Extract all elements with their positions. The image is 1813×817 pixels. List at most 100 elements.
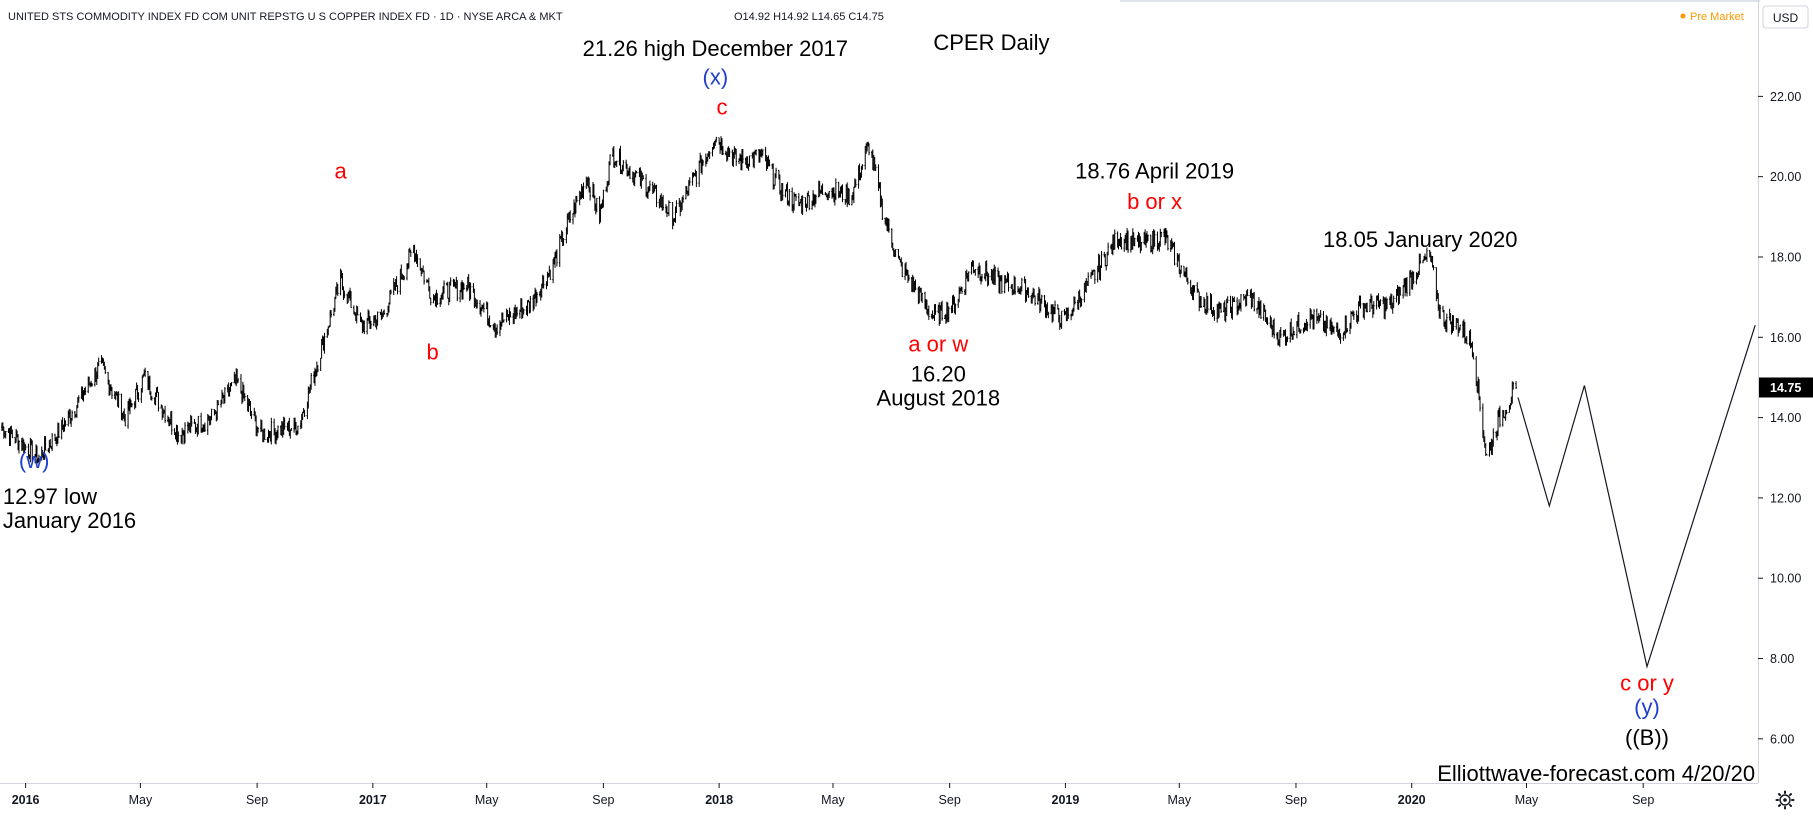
ohlc-bar bbox=[1412, 271, 1415, 285]
ohlc-bar bbox=[197, 415, 200, 435]
ohlc-bar bbox=[350, 291, 352, 309]
time-scale[interactable]: 2016 May Sep 2017 May Sep 2018 May Sep 2019 May Sep… bbox=[12, 783, 1655, 807]
settings-gear-icon[interactable] bbox=[1775, 790, 1795, 810]
ohlc-bar bbox=[801, 195, 804, 215]
wave-annotation: a or w bbox=[908, 331, 968, 356]
ohlc-bar bbox=[336, 283, 339, 296]
price-scale[interactable]: 6.00 8.00 10.00 12.00 14.00 16.00 18.00 20.00 22… bbox=[1758, 90, 1801, 746]
ohlc-bar bbox=[994, 266, 997, 285]
projection-path bbox=[1517, 325, 1756, 669]
ohlc-bar bbox=[157, 391, 160, 412]
ohlc-bar bbox=[243, 393, 246, 402]
ohlc-bar bbox=[283, 417, 286, 430]
ohlc-bar bbox=[84, 386, 87, 395]
ohlc-bar bbox=[1206, 296, 1209, 313]
ohlc-bar bbox=[1326, 316, 1329, 329]
last-price-marker: 14.75 bbox=[1759, 377, 1813, 398]
ohlc-bar bbox=[1359, 295, 1362, 309]
ohlc-bar bbox=[781, 183, 784, 201]
ohlc-bar bbox=[981, 273, 983, 282]
ohlc-bar bbox=[403, 275, 406, 281]
ohlc-bar bbox=[1432, 265, 1435, 271]
annotation-layer: 21.26 high December 2017 CPER Daily (x) c a b… bbox=[3, 30, 1755, 786]
ohlc-bar bbox=[1266, 317, 1269, 326]
ohlc-bar bbox=[290, 428, 293, 432]
ohlc-bar bbox=[1067, 307, 1070, 319]
ohlc-bar bbox=[1074, 296, 1076, 305]
wave-annotation: c or y bbox=[1620, 671, 1674, 696]
ohlc-bar bbox=[1027, 287, 1030, 298]
ohlc-bar bbox=[104, 366, 107, 374]
ohlc-bar bbox=[1352, 311, 1355, 320]
ohlc-bar bbox=[117, 391, 120, 408]
wave-annotation: 18.05 January 2020 bbox=[1323, 227, 1518, 252]
ohlc-bar bbox=[1372, 301, 1375, 315]
ohlc-bar bbox=[542, 275, 545, 289]
ohlc-bar bbox=[1153, 230, 1156, 247]
ohlc-bar bbox=[987, 273, 990, 286]
ohlc-bar bbox=[1273, 318, 1276, 339]
ohlc-bar bbox=[1173, 241, 1176, 266]
ohlc-bar bbox=[71, 410, 73, 421]
ohlc-bar bbox=[330, 309, 332, 318]
ohlc-bar bbox=[1479, 396, 1481, 412]
ohlc-bar bbox=[456, 279, 459, 302]
ohlc-bar bbox=[1147, 234, 1149, 242]
ohlc-bar bbox=[449, 277, 452, 286]
currency-badge[interactable]: USD bbox=[1762, 5, 1809, 29]
ohlc-bar bbox=[1346, 328, 1349, 333]
ohlc-bar bbox=[622, 160, 625, 172]
ohlc-bar bbox=[217, 400, 220, 406]
symbol-title: UNITED STS COMMODITY INDEX FD COM UNIT R… bbox=[8, 11, 563, 23]
ohlc-bar bbox=[51, 433, 54, 452]
pre-market-label: Pre Market bbox=[1690, 11, 1744, 23]
ohlc-bar bbox=[270, 417, 273, 445]
wave-annotation: b bbox=[426, 339, 438, 364]
time-tick-label: May bbox=[1167, 793, 1191, 807]
plot-area[interactable] bbox=[1, 136, 1517, 465]
wave-annotation: August 2018 bbox=[877, 385, 1001, 410]
ohlc-bar bbox=[1213, 310, 1216, 321]
ohlc-bar bbox=[496, 324, 498, 335]
ohlc-bar bbox=[230, 382, 233, 387]
ohlc-bar bbox=[1379, 299, 1382, 307]
ohlc-bar bbox=[223, 387, 226, 404]
ohlc-bar bbox=[702, 159, 704, 166]
ohlc-bar bbox=[429, 297, 432, 306]
ohlc-bar bbox=[874, 164, 877, 172]
wave-annotation: Elliottwave-forecast.com 4/20/20 bbox=[1437, 761, 1755, 786]
ohlc-bar bbox=[509, 311, 512, 318]
currency-badge-box bbox=[1762, 5, 1809, 29]
ohlc-bar bbox=[1515, 381, 1517, 390]
ohlc-bar bbox=[1087, 272, 1090, 286]
wave-annotation: 16.20 bbox=[911, 361, 966, 386]
ohlc-bar bbox=[1333, 326, 1335, 334]
ohlc-bar bbox=[881, 198, 884, 221]
price-tick-label: 14.00 bbox=[1770, 411, 1801, 425]
time-tick-label: May bbox=[821, 793, 845, 807]
ohlc-bar bbox=[908, 274, 910, 281]
ohlc-bar bbox=[1060, 310, 1063, 329]
ohlc-bar bbox=[556, 249, 558, 267]
ohlc-bar bbox=[914, 279, 917, 291]
ohlc-bar bbox=[861, 164, 864, 170]
ohlc-bar bbox=[396, 285, 399, 295]
ohlc-bar bbox=[1366, 302, 1368, 313]
ohlc-bar bbox=[635, 170, 638, 174]
ohlc-bar bbox=[1160, 231, 1163, 238]
ohlc-bar bbox=[250, 410, 253, 419]
ohlc-bar bbox=[834, 178, 837, 200]
ohlc-bar bbox=[735, 148, 738, 166]
ohlc-bar bbox=[841, 184, 844, 203]
ohlc-bar bbox=[1260, 300, 1262, 320]
ohlc-bar bbox=[423, 270, 425, 285]
price-tick-label: 16.00 bbox=[1770, 331, 1801, 345]
ohlc-bar bbox=[1485, 453, 1488, 456]
pre-market-indicator[interactable]: Pre Market bbox=[1680, 11, 1744, 23]
ohlc-bar bbox=[675, 200, 678, 213]
wave-annotation: (y) bbox=[1634, 695, 1660, 720]
time-tick-label: 2018 bbox=[705, 793, 733, 807]
time-tick-label: 2019 bbox=[1052, 793, 1080, 807]
wave-annotation: ((B)) bbox=[1625, 725, 1669, 750]
